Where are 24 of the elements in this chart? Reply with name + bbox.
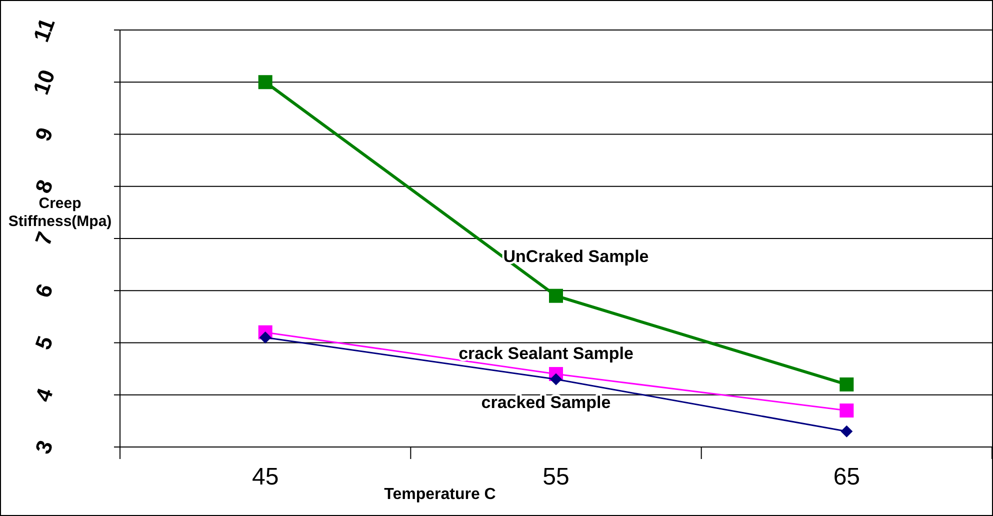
series-label: UnCraked Sample: [503, 246, 649, 266]
y-tick-label: 4: [30, 384, 58, 405]
y-tick-label: 8: [30, 176, 58, 196]
point: [840, 425, 853, 438]
y-tick-label: 10: [28, 66, 60, 98]
y-tick-label: 7: [30, 228, 58, 249]
x-tick-label: 65: [833, 464, 860, 490]
x-axis-title: Temperature C: [384, 486, 496, 503]
point: [840, 377, 854, 392]
y-tick-label: 5: [30, 332, 58, 353]
x-tick-label: 45: [252, 464, 279, 490]
point: [840, 404, 854, 418]
point: [549, 288, 563, 303]
y-tick-label: 3: [30, 436, 58, 458]
series-label: crack Sealant Sample: [458, 344, 634, 364]
y-tick-label: 9: [30, 124, 58, 144]
point: [258, 75, 272, 90]
point: [550, 373, 562, 386]
series-label: cracked Sample: [481, 393, 611, 412]
y-tick-label: 6: [30, 280, 58, 301]
point: [259, 332, 272, 344]
y-axis-title: Creep Stiffness(Mpa): [8, 195, 112, 230]
x-tick-label: 55: [542, 464, 570, 490]
y-tick-label: 11: [28, 14, 60, 46]
